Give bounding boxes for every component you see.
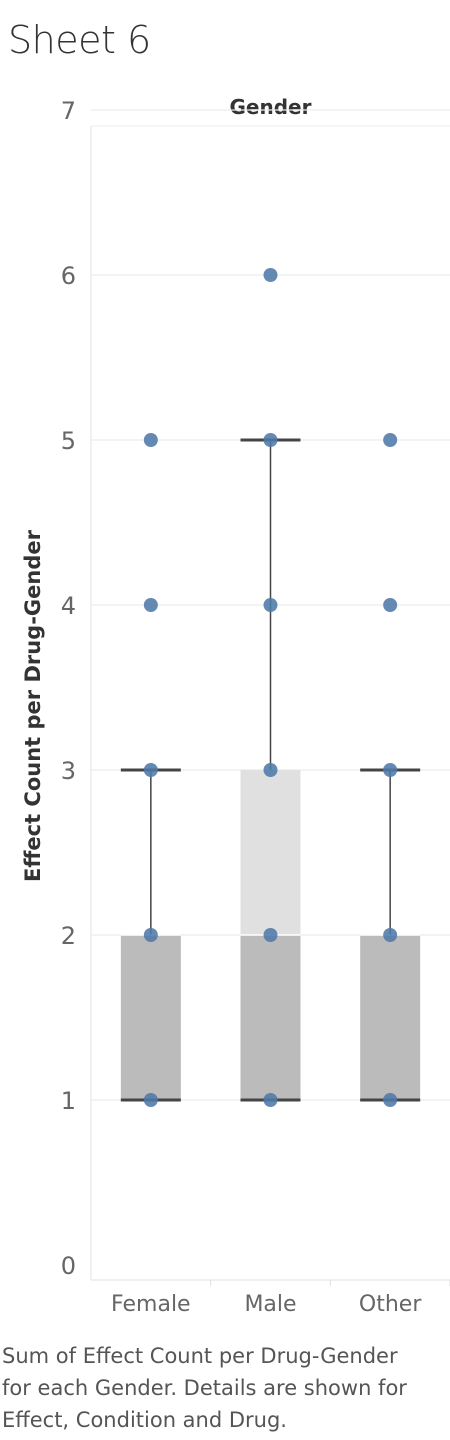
data-point bbox=[143, 433, 158, 447]
chart-caption: Sum of Effect Count per Drug-Gender for … bbox=[2, 1340, 446, 1436]
y-tick-label: 1 bbox=[61, 1087, 76, 1115]
caption-line: Effect, Condition and Drug. bbox=[2, 1408, 287, 1432]
caption-line: Sum of Effect Count per Drug-Gender bbox=[2, 1344, 398, 1368]
box-lower bbox=[360, 935, 421, 1100]
data-point bbox=[263, 928, 278, 942]
y-tick-label: 6 bbox=[61, 262, 76, 290]
column-header: Gender bbox=[230, 95, 312, 119]
data-point bbox=[143, 598, 158, 612]
data-point bbox=[383, 928, 398, 942]
box-plot-chart: Gender 0 1 2 3 4 5 6 7 Effect Count per Drug-Gend… bbox=[21, 95, 450, 1317]
data-point bbox=[263, 598, 278, 612]
y-tick-label: 2 bbox=[61, 922, 76, 950]
y-tick-label: 7 bbox=[61, 97, 76, 125]
x-tick-label: Other bbox=[359, 1292, 422, 1317]
caption-line: for each Gender. Details are shown for bbox=[2, 1376, 407, 1400]
data-point bbox=[143, 763, 158, 777]
data-point bbox=[263, 268, 278, 282]
data-point bbox=[263, 763, 278, 777]
data-point bbox=[143, 928, 158, 942]
y-tick-label: 4 bbox=[61, 592, 76, 620]
y-tick-label: 3 bbox=[61, 757, 76, 785]
y-axis-title: Effect Count per Drug-Gender bbox=[21, 529, 45, 882]
data-point bbox=[383, 763, 398, 777]
x-tick-label: Female bbox=[111, 1292, 191, 1317]
box-lower bbox=[120, 935, 181, 1100]
data-point bbox=[383, 433, 398, 447]
data-point bbox=[383, 1093, 398, 1107]
y-tick-label: 5 bbox=[61, 427, 76, 455]
sheet-title: Sheet 6 bbox=[8, 18, 151, 62]
y-tick-label: 0 bbox=[61, 1252, 76, 1280]
data-point bbox=[263, 1093, 278, 1107]
data-point bbox=[143, 1093, 158, 1107]
data-point bbox=[383, 598, 398, 612]
box-lower bbox=[240, 935, 301, 1100]
data-point bbox=[263, 433, 278, 447]
x-tick-label: Male bbox=[244, 1292, 296, 1317]
box-upper bbox=[240, 770, 301, 935]
